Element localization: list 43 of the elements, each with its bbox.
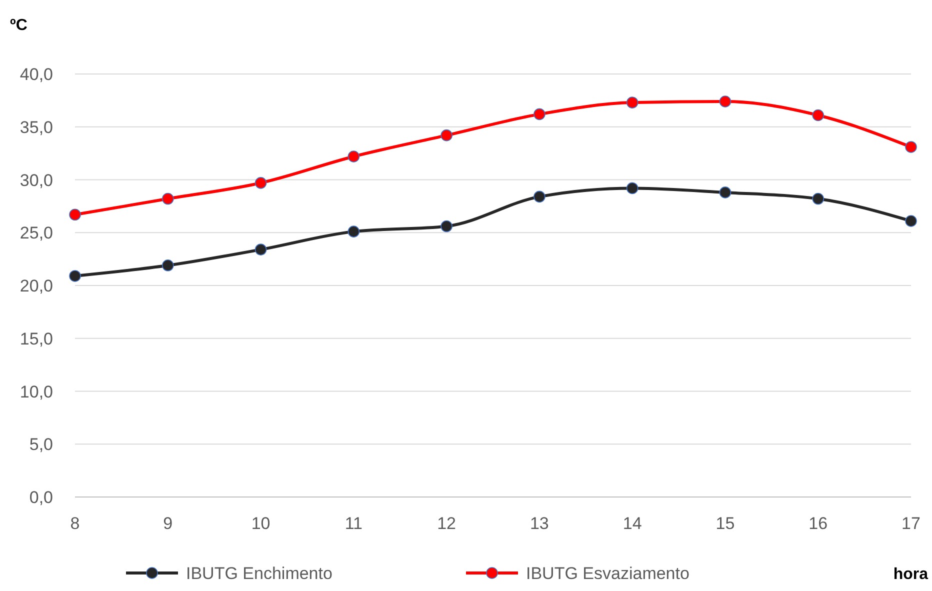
point [534, 108, 546, 120]
x-axis-title: hora [893, 566, 928, 583]
y-tick-label: 0,0 [29, 488, 53, 507]
point [440, 220, 452, 232]
x-tick-label: 13 [530, 514, 549, 533]
point [69, 270, 81, 282]
point [534, 190, 546, 203]
point [719, 186, 732, 198]
point [348, 226, 360, 238]
x-tick-label: 17 [902, 514, 920, 533]
y-tick-label: 10,0 [20, 382, 53, 402]
point [254, 244, 267, 256]
x-tick-label: 10 [251, 514, 270, 533]
y-tick-label: 35,0 [20, 118, 53, 137]
point [719, 96, 732, 108]
y-tick-label: 20,0 [20, 276, 53, 296]
y-tick-label: 5,0 [29, 435, 53, 454]
point [812, 192, 824, 205]
point [626, 182, 638, 194]
y-tick-label: 40,0 [20, 65, 53, 84]
point [812, 109, 824, 122]
point [626, 96, 638, 108]
x-tick-label: 12 [437, 514, 456, 533]
point [905, 141, 917, 153]
point [905, 215, 917, 227]
point [69, 208, 81, 221]
y-tick-label: 15,0 [20, 329, 53, 348]
y-axis-title: ºC [10, 17, 28, 34]
point [162, 192, 174, 205]
x-tick-label: 16 [808, 514, 828, 533]
x-tick-label: 14 [622, 514, 642, 533]
point [348, 150, 360, 162]
point [162, 260, 174, 272]
x-tick-label: 8 [70, 514, 80, 533]
y-tick-label: 25,0 [20, 224, 53, 243]
point [440, 129, 452, 142]
x-tick-label: 9 [163, 514, 173, 533]
y-tick-label: 30,0 [20, 170, 53, 190]
legend-label: IBUTG Enchimento [186, 564, 332, 583]
point [254, 177, 267, 189]
x-tick-label: 11 [344, 514, 362, 533]
x-tick-label: 15 [716, 514, 735, 533]
legend-label: IBUTG Esvaziamento [526, 564, 690, 583]
